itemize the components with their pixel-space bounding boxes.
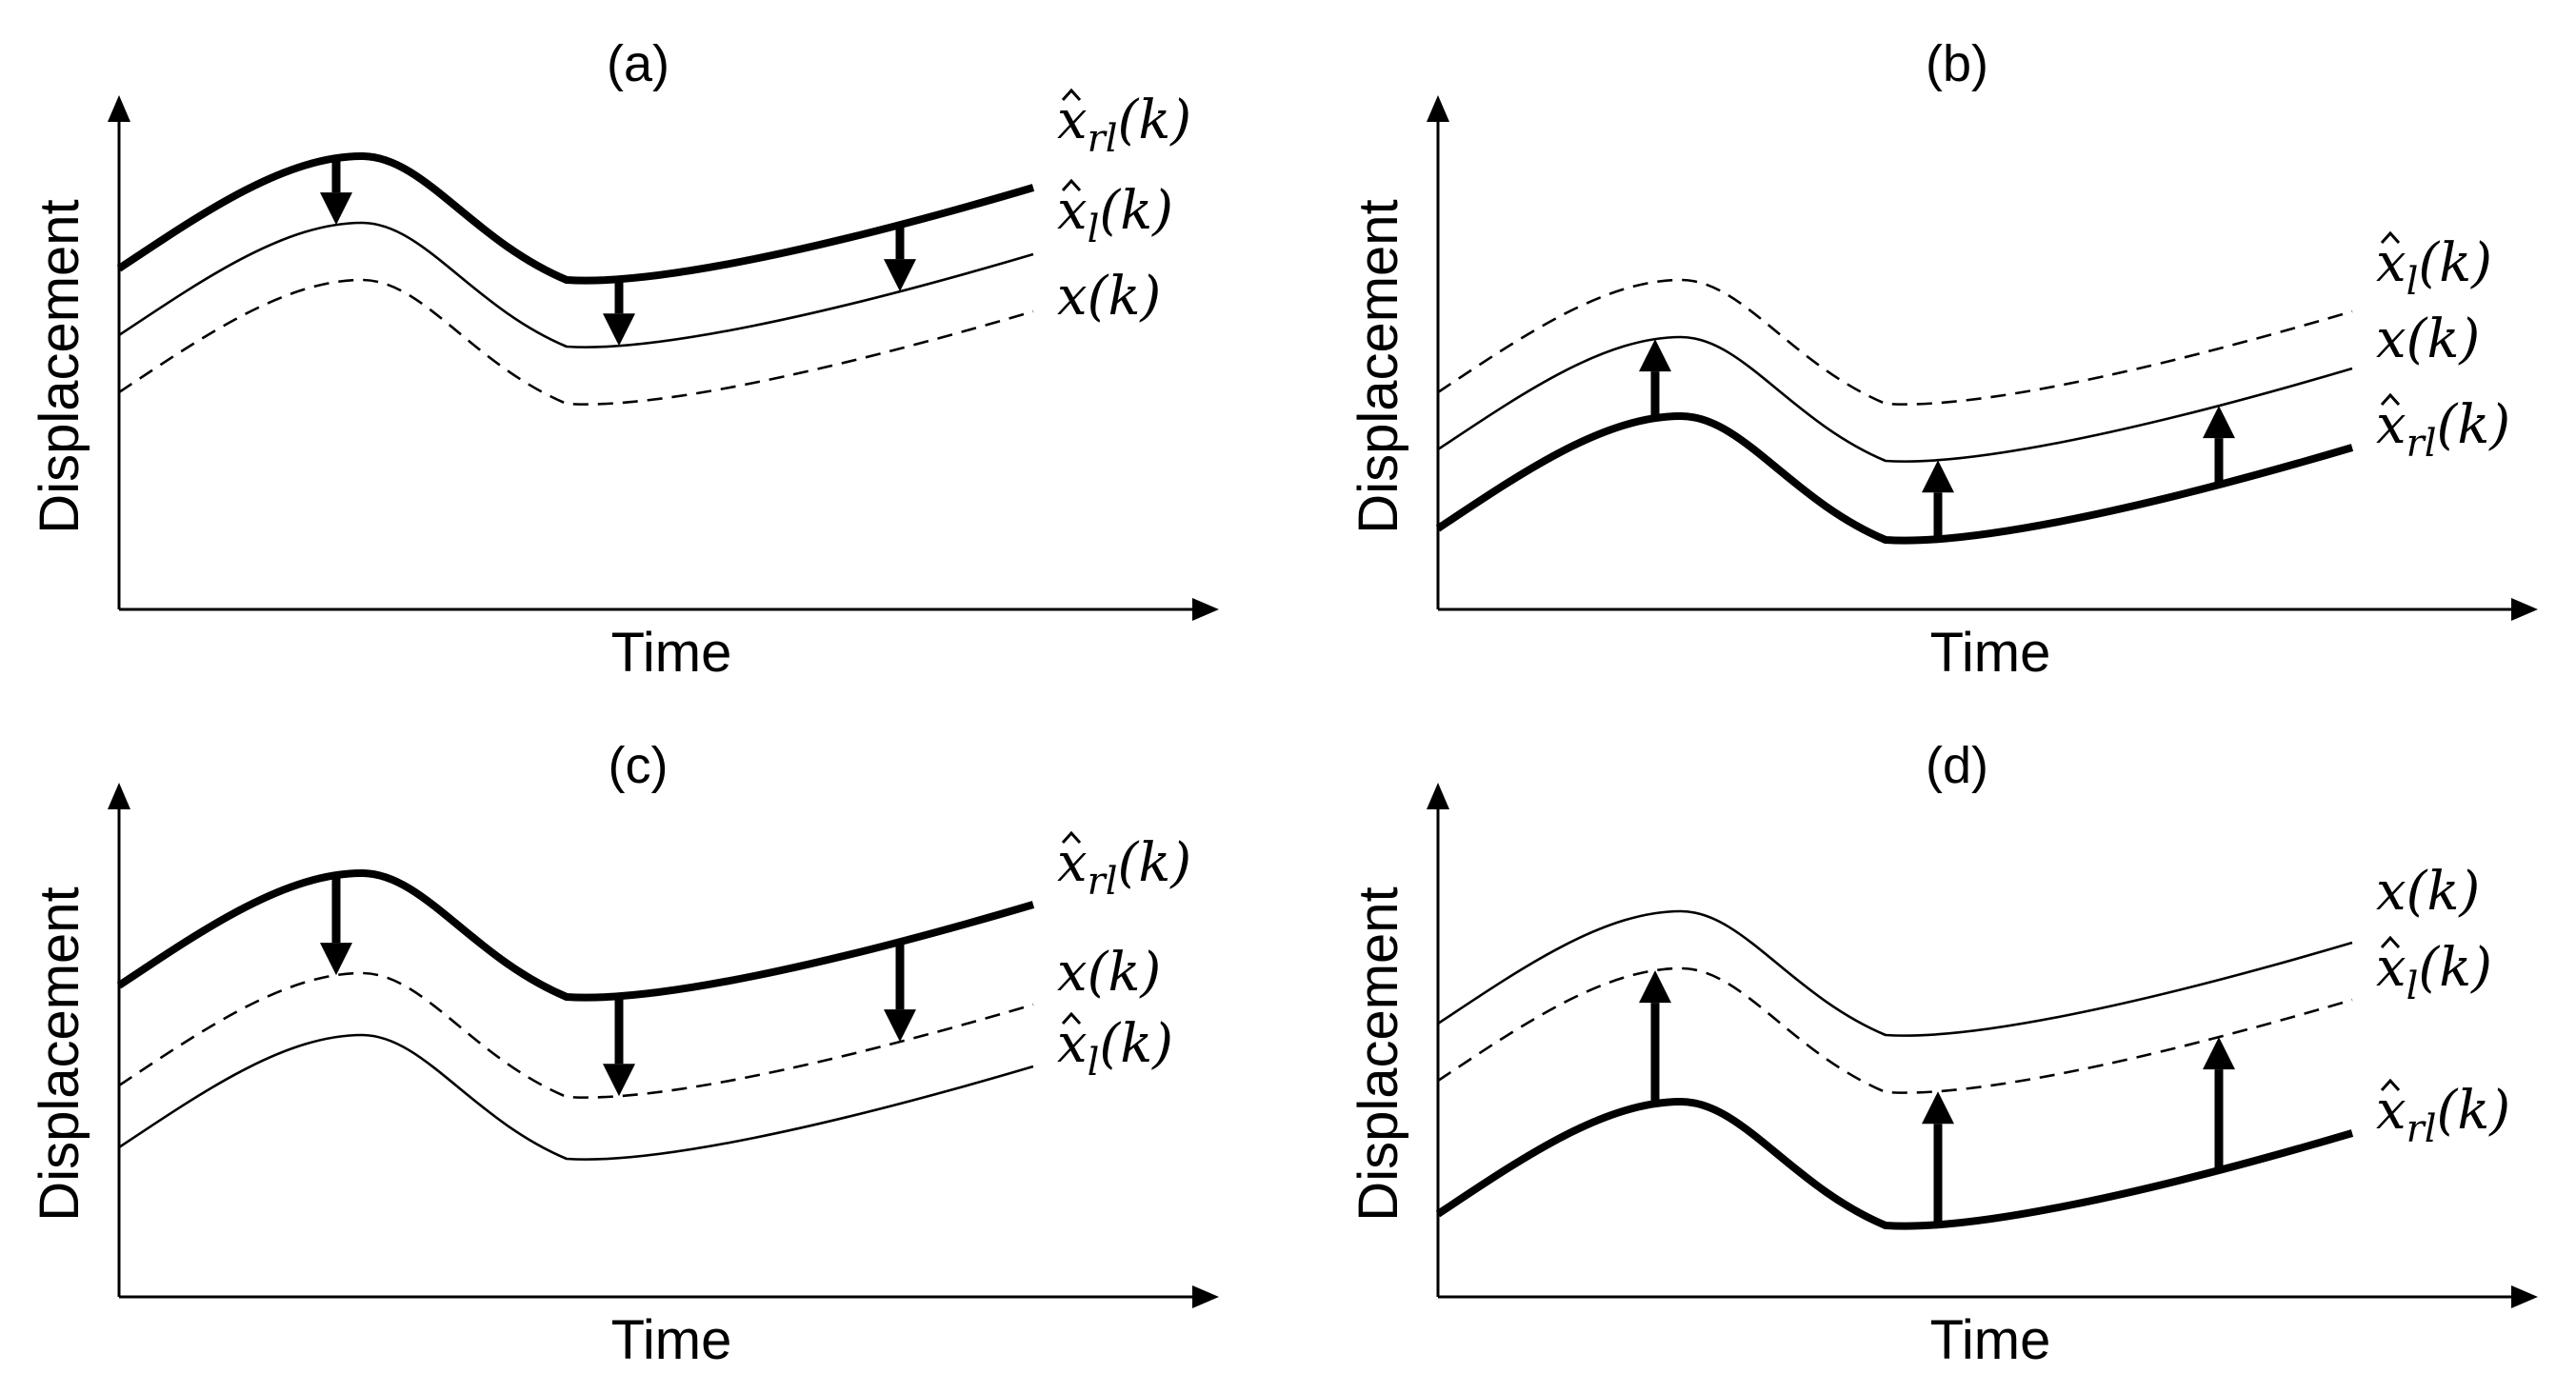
panel-title: (a) [607, 35, 669, 92]
arrow-down-icon [603, 313, 635, 347]
arrow-up-icon [1639, 970, 1671, 1004]
curve-label: xrl(k) [1057, 832, 1191, 904]
panel-b: (b) Time Displacement xl(k)x(k) xrl(k) [1348, 35, 2538, 684]
hat-accent [2380, 1078, 2401, 1092]
curve-thick [116, 151, 1035, 285]
y-axis-arrowhead-icon [1427, 783, 1449, 809]
x-axis-arrowhead-icon [1192, 598, 1219, 621]
curve-dashed [1437, 278, 2353, 406]
panel-title: (c) [609, 737, 669, 794]
curve-thick [1435, 411, 2354, 545]
hat-accent [1061, 178, 1082, 192]
y-axis-arrowhead-icon [108, 783, 130, 809]
curve-label: xl(k) [2376, 937, 2492, 1008]
curve-label: x(k) [2376, 309, 2480, 370]
curve-thin [1437, 335, 2353, 463]
curve-dashed [1437, 966, 2353, 1094]
hat-accent [1061, 88, 1082, 102]
curve-thick [1435, 1097, 2354, 1230]
y-axis-label: Displacement [1348, 886, 1409, 1221]
curve-dashed [118, 971, 1034, 1099]
curve-label: x(k) [1057, 266, 1161, 328]
arrow-up-icon [2203, 406, 2235, 439]
arrow-down-icon [603, 1064, 635, 1097]
hat-accent [1061, 830, 1082, 845]
curve-label: xl(k) [1057, 180, 1173, 251]
curve-thin [118, 1033, 1034, 1161]
curve-label: xrl(k) [2376, 394, 2510, 466]
hat-accent [2380, 230, 2401, 245]
y-axis-label: Displacement [1348, 199, 1409, 533]
panel-a: (a) Time Displacement xrl(k) xl(k) x(k) [29, 35, 1219, 684]
arrow-down-icon [320, 192, 352, 226]
panel-title: (b) [1926, 35, 1988, 92]
panel-d: (d) Time Displacement x(k) xl(k) xrl(k) [1348, 737, 2538, 1371]
x-axis-label: Time [611, 1309, 732, 1371]
arrow-down-icon [884, 1009, 916, 1043]
hat-accent [1061, 1011, 1082, 1026]
hat-accent [2380, 392, 2401, 407]
curve-label: xl(k) [1057, 1013, 1173, 1085]
curve-label: xl(k) [2376, 232, 2492, 304]
x-axis-label: Time [1930, 622, 2051, 684]
hat-accent [2380, 935, 2401, 949]
arrow-up-icon [1922, 460, 1954, 493]
x-axis-arrowhead-icon [2511, 1285, 2538, 1308]
curve-thin [1437, 909, 2353, 1037]
curve-label: x(k) [1057, 942, 1161, 1004]
curve-label: x(k) [2376, 861, 2480, 923]
curve-label: xrl(k) [2376, 1080, 2510, 1151]
x-axis-arrowhead-icon [2511, 598, 2538, 621]
y-axis-label: Displacement [29, 199, 90, 533]
y-axis-arrowhead-icon [1427, 95, 1449, 122]
curve-dashed [118, 278, 1034, 406]
panel-title: (d) [1926, 737, 1988, 794]
arrow-down-icon [884, 259, 916, 292]
x-axis-label: Time [1930, 1309, 2051, 1371]
x-axis-arrowhead-icon [1192, 1285, 1219, 1308]
curve-thin [118, 221, 1034, 348]
panel-c: (c) Time Displacement xrl(k) x(k) xl(k) [29, 737, 1219, 1371]
curve-label: xrl(k) [1057, 90, 1191, 161]
arrow-up-icon [1922, 1091, 1954, 1125]
arrow-down-icon [320, 943, 352, 976]
y-axis-arrowhead-icon [108, 95, 130, 122]
x-axis-label: Time [611, 622, 732, 684]
arrow-up-icon [1639, 339, 1671, 372]
arrow-up-icon [2203, 1037, 2235, 1070]
y-axis-label: Displacement [29, 886, 90, 1221]
curve-thick [116, 868, 1035, 1002]
